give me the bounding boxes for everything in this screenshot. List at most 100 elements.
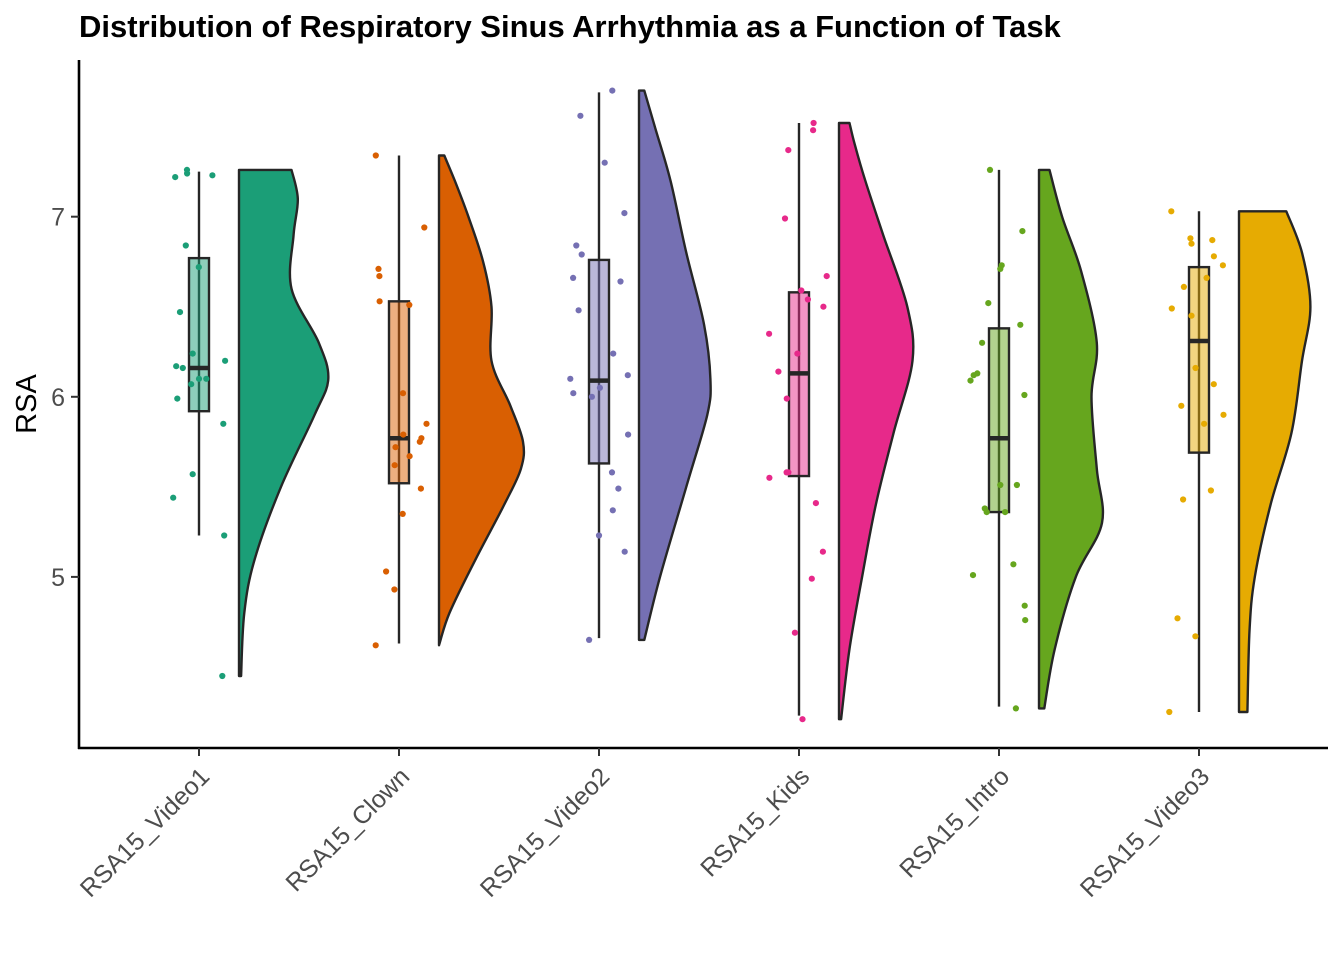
point-rsa15-clown xyxy=(423,420,430,427)
point-rsa15-video2 xyxy=(595,532,603,539)
point-rsa15-video2 xyxy=(621,210,628,217)
point-rsa15-intro xyxy=(1017,321,1024,328)
point-rsa15-clown xyxy=(392,444,399,451)
point-rsa15-intro xyxy=(981,505,988,512)
point-rsa15-intro xyxy=(974,370,981,377)
point-rsa15-kids xyxy=(783,395,790,402)
point-rsa15-intro xyxy=(1013,481,1021,489)
point-rsa15-video3 xyxy=(1178,402,1185,409)
box-rsa15-kids xyxy=(787,291,811,478)
chart-title: Distribution of Respiratory Sinus Arrhyt… xyxy=(79,9,1062,44)
point-rsa15-clown xyxy=(399,390,407,397)
point-rsa15-kids xyxy=(810,127,817,134)
point-rsa15-kids xyxy=(775,368,782,375)
y-tick-label: 6 xyxy=(51,384,65,412)
density-rsa15-video2 xyxy=(637,89,712,642)
point-rsa15-kids xyxy=(820,303,827,310)
point-rsa15-video1 xyxy=(219,672,226,680)
point-rsa15-video2 xyxy=(617,278,624,285)
box-rsa15-video2 xyxy=(587,258,611,465)
point-rsa15-video3 xyxy=(1210,253,1217,260)
point-rsa15-video3 xyxy=(1188,240,1195,247)
point-rsa15-clown xyxy=(418,435,425,442)
point-rsa15-video2 xyxy=(596,384,604,391)
point-rsa15-video2 xyxy=(575,307,582,314)
point-rsa15-video2 xyxy=(570,274,577,281)
point-rsa15-video2 xyxy=(608,469,616,476)
x-tick-label: RSA15_Kids xyxy=(695,762,815,882)
point-rsa15-clown xyxy=(372,152,379,159)
box-rsa15-intro xyxy=(987,327,1011,514)
point-rsa15-clown xyxy=(375,265,382,272)
point-rsa15-clown xyxy=(383,568,390,575)
point-rsa15-video3 xyxy=(1192,364,1199,372)
point-rsa15-video1 xyxy=(222,357,229,364)
density-rsa15-intro xyxy=(1037,168,1105,710)
point-rsa15-kids xyxy=(791,629,799,636)
point-rsa15-clown xyxy=(399,510,406,517)
point-rsa15-video3 xyxy=(1210,381,1217,388)
point-rsa15-kids xyxy=(785,147,792,154)
density-rsa15-video1 xyxy=(237,168,330,678)
point-rsa15-clown xyxy=(417,485,424,492)
point-rsa15-video1 xyxy=(188,381,195,388)
point-rsa15-video3 xyxy=(1207,487,1214,494)
point-rsa15-video2 xyxy=(610,350,617,357)
point-rsa15-clown xyxy=(406,301,413,308)
point-rsa15-video2 xyxy=(609,507,616,514)
box-rsa15-video1 xyxy=(187,256,211,413)
point-rsa15-intro xyxy=(1010,561,1017,568)
point-rsa15-intro xyxy=(969,572,977,579)
point-rsa15-video1 xyxy=(195,375,203,382)
point-rsa15-kids xyxy=(808,575,815,582)
point-rsa15-intro xyxy=(1002,508,1009,516)
density-rsa15-video3 xyxy=(1237,210,1312,714)
density-rsa15-clown xyxy=(437,154,526,647)
point-rsa15-video1 xyxy=(203,375,210,382)
point-rsa15-video3 xyxy=(1168,305,1175,312)
chart-marks xyxy=(170,87,1312,723)
point-rsa15-kids xyxy=(766,330,773,337)
x-tick-label: RSA15_Clown xyxy=(280,762,415,897)
point-rsa15-video1 xyxy=(189,471,196,478)
point-rsa15-kids xyxy=(819,548,827,555)
point-rsa15-video2 xyxy=(578,251,585,258)
point-rsa15-intro xyxy=(1021,602,1028,609)
point-rsa15-video1 xyxy=(182,242,189,249)
point-rsa15-intro xyxy=(985,300,992,307)
point-rsa15-video3 xyxy=(1201,420,1208,427)
point-rsa15-kids xyxy=(781,215,789,222)
point-rsa15-video3 xyxy=(1220,411,1227,418)
x-tick-label: RSA15_Video1 xyxy=(75,762,215,902)
point-rsa15-video1 xyxy=(174,395,181,402)
point-rsa15-kids xyxy=(823,273,830,280)
point-rsa15-video3 xyxy=(1168,208,1175,215)
point-rsa15-clown xyxy=(406,453,413,460)
point-rsa15-kids xyxy=(804,296,812,303)
x-tick-label: RSA15_Video2 xyxy=(475,762,615,902)
point-rsa15-video1 xyxy=(221,532,228,539)
point-rsa15-video3 xyxy=(1192,633,1199,640)
point-rsa15-video2 xyxy=(586,636,593,644)
point-rsa15-video2 xyxy=(609,87,616,94)
point-rsa15-clown xyxy=(376,298,383,305)
box-rsa15-clown xyxy=(387,300,411,485)
series-rsa15-video2 xyxy=(567,87,712,644)
point-rsa15-video3 xyxy=(1209,237,1216,244)
box-rsa15-video3 xyxy=(1187,265,1211,454)
point-rsa15-video2 xyxy=(625,431,632,438)
x-tick-label: RSA15_Video3 xyxy=(1075,762,1215,902)
point-rsa15-intro xyxy=(979,339,986,346)
point-rsa15-video1 xyxy=(172,174,179,181)
point-rsa15-intro xyxy=(1019,228,1026,235)
point-rsa15-video2 xyxy=(577,112,584,119)
y-tick-label: 5 xyxy=(51,564,65,592)
point-rsa15-intro xyxy=(1022,617,1029,624)
point-rsa15-video3 xyxy=(1180,496,1187,503)
point-rsa15-video1 xyxy=(189,350,196,357)
point-rsa15-video2 xyxy=(615,485,622,492)
point-rsa15-clown xyxy=(391,586,398,593)
point-rsa15-video2 xyxy=(601,159,608,166)
